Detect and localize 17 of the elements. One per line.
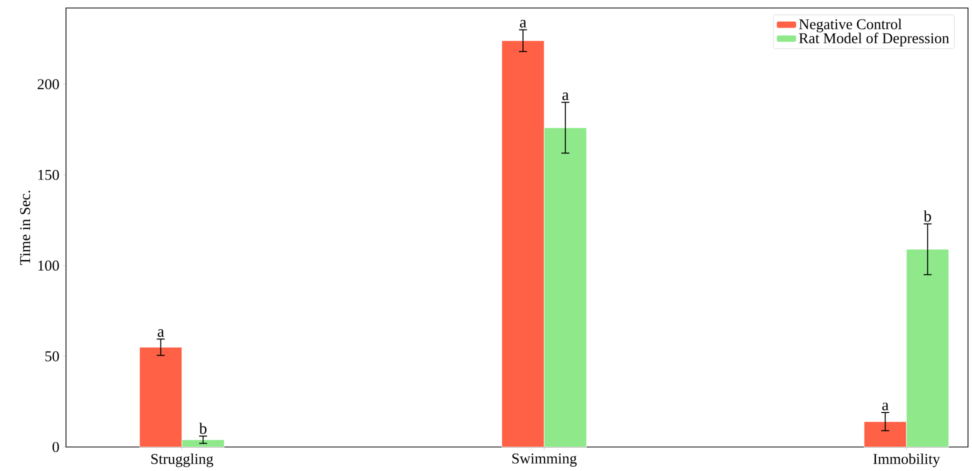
legend-label: Rat Model of Depression [799, 32, 950, 46]
y-tick-label: 150 [38, 170, 59, 180]
annotation: a [562, 92, 569, 100]
x-tick-label: Swimming [512, 454, 577, 467]
x-tick-label: Struggling [151, 454, 214, 468]
x-tick-label: Immobility [873, 454, 940, 468]
annotation: a [882, 402, 889, 410]
annotation: b [199, 422, 206, 434]
y-axis-title: Time in Sec. [20, 190, 30, 265]
y-tick-label: 200 [38, 79, 59, 90]
annotation: b [924, 210, 931, 222]
annotation: a [158, 329, 164, 337]
y-tick-label: 0 [52, 442, 59, 452]
annotation: a [520, 20, 526, 28]
legend-label: Negative Control [799, 18, 902, 32]
y-tick-label: 50 [45, 351, 59, 362]
y-tick-label: 100 [38, 260, 59, 271]
